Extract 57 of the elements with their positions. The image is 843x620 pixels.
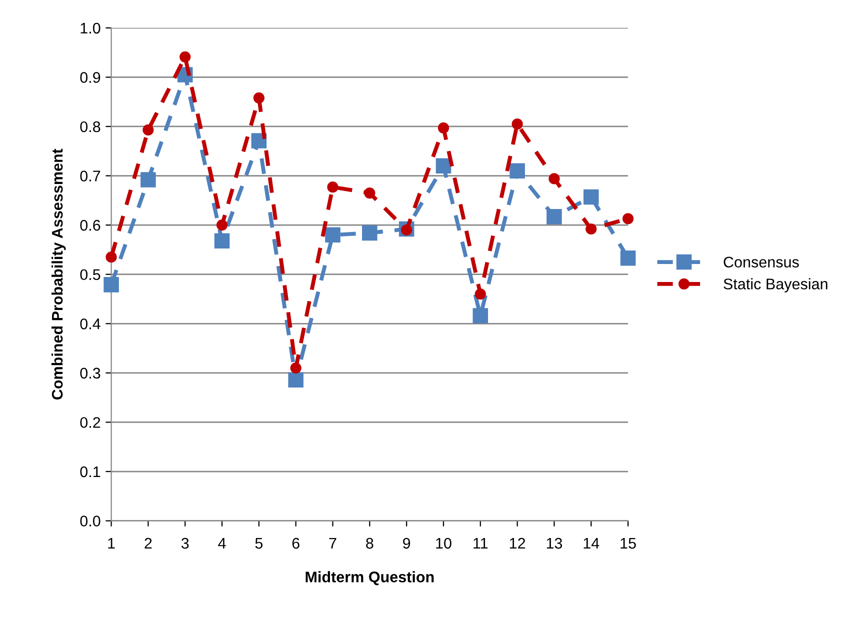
y-tick-label: 0.0 <box>80 516 100 526</box>
point <box>327 182 338 193</box>
y-tick-label: 0.2 <box>80 417 100 428</box>
x-tick-label: 14 <box>584 538 600 549</box>
x-tick-label: 5 <box>255 538 263 549</box>
y-tick-label: 0.1 <box>80 466 100 478</box>
y-tick-label: 0.6 <box>80 220 100 231</box>
point <box>214 233 230 248</box>
point <box>180 51 191 63</box>
x-tick-label: 9 <box>403 538 410 549</box>
point <box>586 223 597 235</box>
point <box>251 133 267 148</box>
y-tick-label: 0.7 <box>80 170 100 182</box>
x-tick-label: 2 <box>144 538 152 549</box>
point <box>325 227 340 243</box>
point <box>474 288 486 300</box>
point <box>548 173 560 184</box>
point <box>436 158 452 174</box>
y-tick-label: 0.4 <box>80 318 100 330</box>
point <box>104 277 119 292</box>
point <box>583 189 599 205</box>
point <box>142 124 154 136</box>
legend-label: Static Bayesian <box>724 278 828 292</box>
y-tick-label: 0.3 <box>80 368 100 379</box>
x-tick-label: 11 <box>474 538 488 549</box>
x-tick-label: 3 <box>181 538 189 549</box>
x-tick-label: 12 <box>510 538 526 549</box>
y-tick-label: 1.0 <box>80 22 100 34</box>
y-tick-label: 0.9 <box>80 72 100 83</box>
x-tick-label: 13 <box>546 538 562 549</box>
legend-label: Consensus <box>724 256 799 268</box>
point <box>290 362 302 374</box>
point <box>140 172 156 188</box>
point <box>438 122 450 134</box>
point <box>362 225 378 241</box>
x-tick-label: 6 <box>292 538 300 549</box>
point <box>510 163 525 178</box>
x-tick-label: 1 <box>108 538 115 549</box>
x-tick-label: 10 <box>436 538 452 549</box>
point <box>288 372 304 388</box>
point <box>546 209 562 224</box>
point <box>512 118 523 130</box>
y-tick-label: 0.8 <box>80 121 100 132</box>
x-tick-label: 8 <box>366 538 374 549</box>
point <box>253 92 264 104</box>
y-axis-title: Combined Probability Assessment <box>51 148 66 400</box>
point <box>216 220 228 231</box>
x-tick-label: 4 <box>218 538 226 549</box>
point <box>364 187 376 199</box>
point <box>472 308 488 324</box>
point <box>622 213 634 224</box>
x-axis-title: Midterm Question <box>306 571 434 586</box>
point <box>106 252 117 263</box>
point <box>620 250 636 266</box>
x-tick-label: 7 <box>329 538 336 549</box>
y-tick-label: 0.5 <box>80 269 100 280</box>
x-tick-label: 15 <box>620 538 636 549</box>
